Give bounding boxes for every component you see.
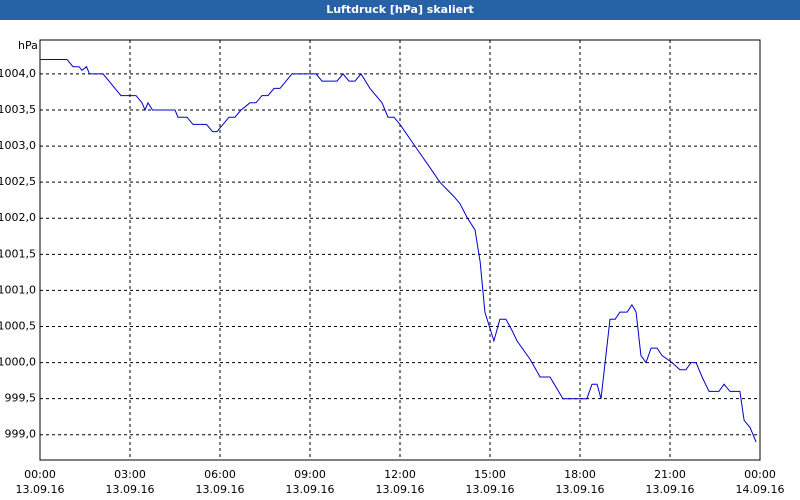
x-tick-label: 03:00	[114, 468, 146, 481]
y-tick-label: 1002,5	[0, 175, 36, 188]
x-tick-date: 13.09.16	[106, 483, 155, 496]
x-tick-label: 00:00	[744, 468, 776, 481]
y-tick-label: 1000,5	[0, 319, 36, 332]
x-tick-label: 21:00	[654, 468, 686, 481]
x-tick-label: 18:00	[564, 468, 596, 481]
y-tick-label: 1002,0	[0, 211, 36, 224]
y-tick-label: 1000,0	[0, 356, 36, 369]
y-tick-label: 1004,0	[0, 67, 36, 80]
x-tick-date: 13.09.16	[646, 483, 695, 496]
x-tick-date: 13.09.16	[196, 483, 245, 496]
x-tick-date: 13.09.16	[556, 483, 605, 496]
y-tick-label: 1001,5	[0, 247, 36, 260]
y-tick-label: 1003,0	[0, 139, 36, 152]
x-tick-label: 00:00	[24, 468, 56, 481]
x-tick-label: 15:00	[474, 468, 506, 481]
x-tick-date: 13.09.16	[466, 483, 515, 496]
y-unit: hPa	[18, 39, 38, 52]
data-line	[40, 59, 757, 443]
x-tick-label: 06:00	[204, 468, 236, 481]
y-tick-label: 999,5	[5, 392, 37, 405]
y-tick-label: 999,0	[5, 428, 37, 441]
x-tick-label: 12:00	[384, 468, 416, 481]
x-tick-label: 09:00	[294, 468, 326, 481]
y-tick-label: 1001,0	[0, 283, 36, 296]
x-tick-date: 13.09.16	[16, 483, 65, 496]
title-bar	[0, 0, 800, 20]
x-tick-date: 13.09.16	[286, 483, 335, 496]
y-tick-label: 1003,5	[0, 103, 36, 116]
chart-title: Luftdruck [hPa] skaliert	[326, 3, 474, 16]
x-tick-date: 13.09.16	[376, 483, 425, 496]
x-tick-date: 14.09.16	[736, 483, 785, 496]
